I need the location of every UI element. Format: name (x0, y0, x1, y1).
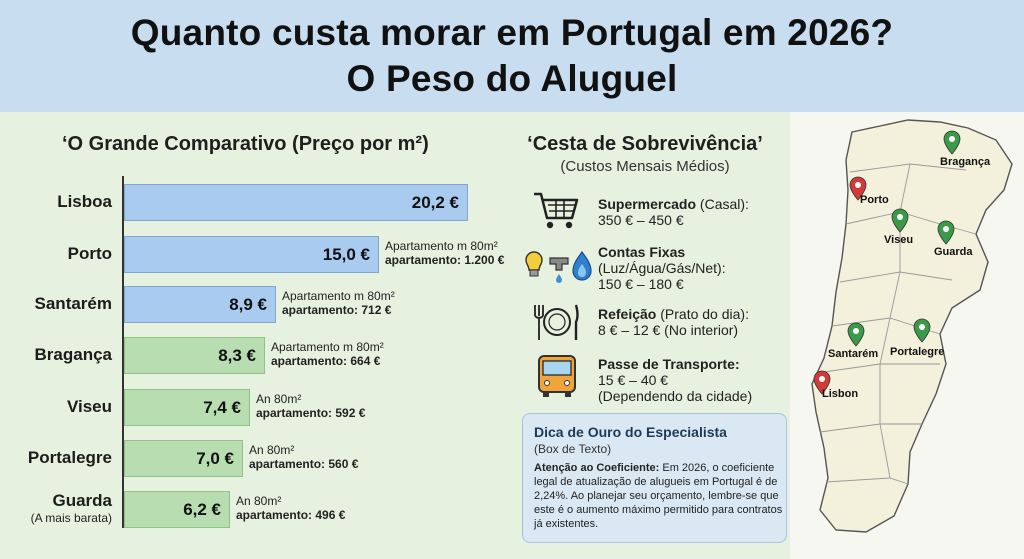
item-heading: Supermercado (598, 196, 697, 212)
bar-note-line1: Apartamento m 80m² (271, 340, 384, 354)
map-pin-label: Guarda (934, 246, 973, 258)
bar-note-line1: An 80m² (249, 443, 295, 457)
bar-sublabel: (A mais barata) (30, 511, 112, 525)
map-pin-icon (847, 322, 865, 347)
map-pin-label: Viseu (884, 234, 914, 246)
bar-value-label: 6,2 € (183, 500, 221, 519)
bar-note-line2: apartamento: 664 € (271, 354, 381, 368)
bar: 15,0 € (124, 236, 379, 273)
bar-note: An 80m² apartamento: 560 € (249, 443, 358, 471)
bar-note: Apartamento m 80m² apartamento: 1.200 € (385, 239, 504, 267)
bar-value-label: 20,2 € (411, 193, 459, 212)
item-heading-rest: (Prato do dia): (656, 306, 749, 322)
header-band (0, 0, 1024, 112)
tip-bold: Atenção ao Coeficiente: (534, 462, 660, 474)
bar-note-line1: Apartamento m 80m² (385, 239, 498, 253)
item-heading: Refeição (598, 306, 657, 322)
map-pin-icon (891, 208, 909, 233)
bar-note: Apartamento m 80m² apartamento: 712 € (282, 289, 395, 317)
map-pin-label: Porto (860, 194, 889, 206)
bar: 6,2 € (124, 491, 230, 528)
basket-item-contas: Contas Fixas (Luz/Água/Gás/Net): 150 € –… (598, 244, 726, 292)
bar-value-label: 8,3 € (218, 346, 256, 365)
bar-note-line2: apartamento: 592 € (256, 406, 366, 420)
bar-note-line1: An 80m² (236, 494, 282, 508)
item-line2: 8 € – 12 € (No interior) (598, 322, 739, 338)
utilities-icon (525, 250, 592, 283)
basket-title: ‘Cesta de Sobrevivência’ (527, 133, 763, 155)
item-line2: 15 € – 40 € (598, 372, 669, 388)
bar: 20,2 € (124, 184, 468, 221)
bus-icon (538, 355, 576, 397)
bar: 7,4 € (124, 389, 250, 426)
map-pin-label: Bragança (940, 156, 991, 168)
item-heading-rest: (Casal): (696, 196, 749, 212)
bar-label: Santarém (34, 294, 112, 313)
bar-note: An 80m² apartamento: 496 € (236, 494, 345, 522)
map-pin-label: Lisbon (822, 388, 859, 400)
map-pin-icon (913, 318, 931, 343)
bar-note-line2: apartamento: 496 € (236, 508, 346, 522)
chart-title: ‘O Grande Comparativo (Preço por m²) (62, 133, 429, 155)
tip-body: Atenção ao Coeficiente: Em 2026, o coefi… (534, 461, 784, 531)
tip-subtitle: (Box de Texto) (534, 442, 612, 456)
page-subtitle: O Peso do Aluguel (346, 58, 678, 99)
page-title: Quanto custa morar em Portugal em 2026? (130, 12, 894, 53)
map-pin-icon (943, 130, 961, 155)
bar-value-label: 8,9 € (229, 295, 267, 314)
bar-label: Portalegre (27, 448, 112, 467)
bar-note: Apartamento m 80m² apartamento: 664 € (271, 340, 384, 368)
basket-subtitle: (Custos Mensais Médios) (560, 158, 730, 175)
bar-value-label: 15,0 € (322, 245, 370, 264)
bar-note-line2: apartamento: 712 € (282, 303, 392, 317)
bar-note-line2: apartamento: 560 € (249, 457, 359, 471)
basket-item-transporte: Passe de Transporte: 15 € – 40 € (Depend… (598, 356, 752, 404)
tip-box (522, 413, 787, 543)
bar: 7,0 € (124, 440, 243, 477)
map-pin-label: Santarém (828, 348, 879, 360)
map-pin-label: Portalegre (890, 346, 945, 358)
map-pin-icon (813, 370, 831, 395)
bar-note-line1: Apartamento m 80m² (282, 289, 395, 303)
bar-label: Guarda (52, 491, 112, 510)
item-line3: 150 € – 180 € (598, 276, 684, 292)
bar: 8,3 € (124, 337, 265, 374)
bar-label: Bragança (34, 345, 112, 364)
bar: 8,9 € (124, 286, 276, 323)
plate-icon (534, 304, 579, 340)
basket-item-refeicao: Refeição (Prato do dia): 8 € – 12 € (No … (598, 306, 749, 338)
tip-text: Em 2026, o coeficiente legal de atualiza… (534, 462, 783, 530)
item-line3: (Dependendo da cidade) (598, 388, 753, 404)
bar-note: An 80m² apartamento: 592 € (256, 392, 365, 420)
portugal-map: Bragança Porto Viseu Guarda Santarém Portaleg… (790, 112, 1024, 559)
map-pin-icon (849, 176, 867, 201)
item-line2: 350 € – 450 € (598, 212, 684, 228)
bar-value-label: 7,0 € (196, 449, 234, 468)
bar-note-line2: apartamento: 1.200 € (385, 253, 505, 267)
shopping-cart-icon (534, 192, 579, 229)
bar-label: Viseu (66, 397, 112, 416)
basket-item-supermercado: Supermercado (Casal): 350 € – 450 € (598, 196, 749, 228)
map-shape (811, 119, 1013, 533)
item-heading: Contas Fixas (598, 244, 686, 260)
bar-note-line1: An 80m² (256, 392, 302, 406)
bar-label: Lisboa (57, 192, 112, 211)
map-pin-icon (937, 220, 955, 245)
bar-value-label: 7,4 € (203, 398, 241, 417)
item-line2: (Luz/Água/Gás/Net): (598, 260, 726, 276)
item-heading: Passe de Transporte: (598, 356, 740, 372)
tip-title: Dica de Ouro do Especialista (534, 424, 727, 440)
bar-label: Porto (67, 244, 112, 263)
chart-axis (122, 176, 124, 528)
